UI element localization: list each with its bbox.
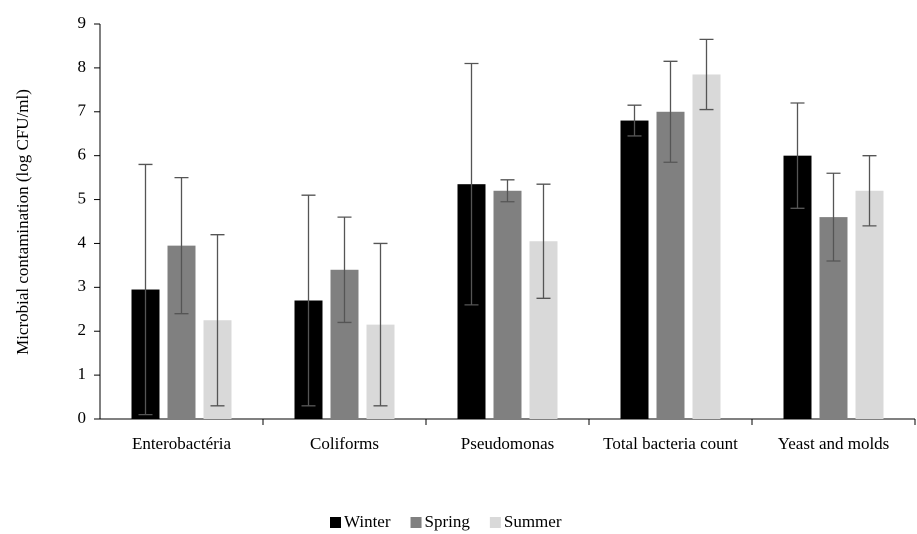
bar <box>692 74 721 419</box>
error-bar <box>663 60 678 163</box>
legend-label: Summer <box>504 512 562 531</box>
x-tick-label: Coliforms <box>310 434 379 453</box>
y-tick-label: 5 <box>78 188 87 207</box>
bar <box>855 190 884 419</box>
error-bar <box>174 176 189 315</box>
error-bar <box>210 234 225 407</box>
error-bar <box>373 242 388 407</box>
error-bar <box>301 194 316 407</box>
legend-swatch <box>330 517 341 528</box>
y-tick-label: 0 <box>78 408 87 427</box>
y-tick-label: 7 <box>78 101 87 120</box>
legend-swatch <box>410 517 422 528</box>
y-tick-label: 9 <box>78 13 87 32</box>
y-tick-label: 8 <box>78 57 87 76</box>
bar <box>656 111 685 420</box>
y-axis-label: Microbial contamination (log CFU/ml) <box>13 89 32 355</box>
error-bar <box>536 183 551 299</box>
legend-swatch <box>489 517 501 528</box>
x-tick-label: Enterobactéria <box>131 434 232 453</box>
error-bar <box>790 102 805 209</box>
error-bar <box>699 38 714 111</box>
error-bar <box>500 179 515 203</box>
x-tick-label: Yeast and molds <box>777 434 890 453</box>
x-tick-label: Pseudomonas <box>460 434 555 453</box>
y-tick-label: 6 <box>78 145 87 164</box>
error-bar <box>464 62 479 306</box>
x-tick-label: Total bacteria count <box>603 434 738 453</box>
y-tick-label: 4 <box>78 232 87 251</box>
error-bar <box>826 172 841 262</box>
error-bar <box>337 216 352 324</box>
error-bar <box>862 155 877 227</box>
bar <box>493 190 522 419</box>
error-bar <box>138 163 153 416</box>
bar <box>620 120 649 420</box>
y-tick-label: 3 <box>78 276 87 295</box>
y-tick-label: 1 <box>78 364 87 383</box>
legend-label: Winter <box>344 512 391 531</box>
legend-label: Spring <box>425 512 471 531</box>
y-tick-label: 2 <box>78 320 87 339</box>
error-bar <box>627 104 642 137</box>
